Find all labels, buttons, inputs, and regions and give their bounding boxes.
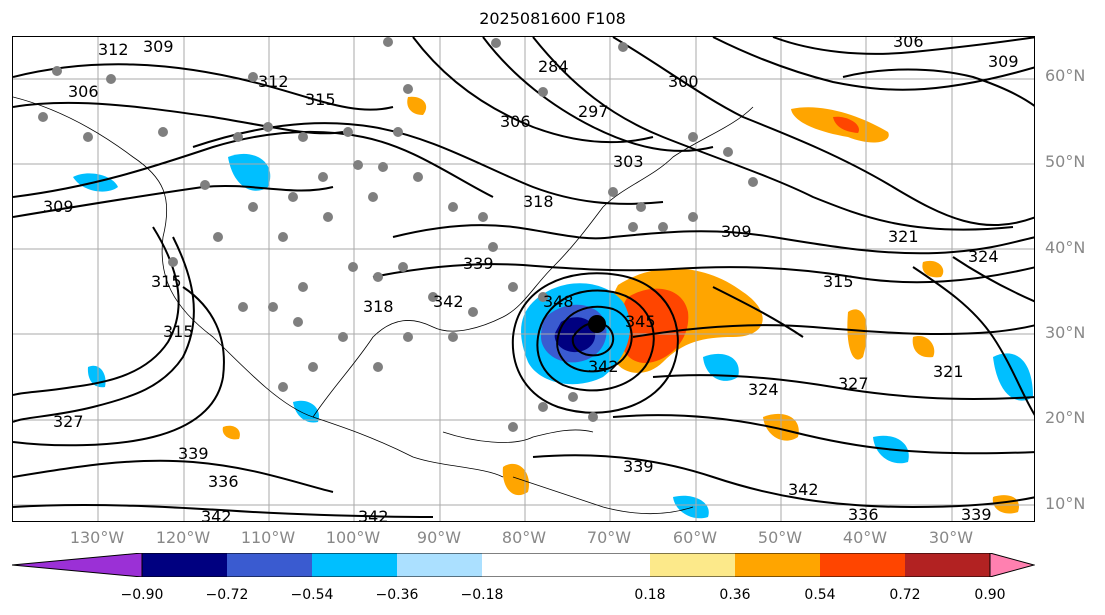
lat-label-10n: 10°N: [1045, 494, 1086, 513]
contour-label: 318: [363, 297, 394, 316]
lat-label-60n: 60°N: [1045, 66, 1086, 85]
contour-label: 309: [988, 52, 1019, 71]
strong-positive-anomaly-area: [620, 288, 689, 363]
contour-label: 312: [258, 72, 289, 91]
lat-label-20n: 20°N: [1045, 408, 1086, 427]
colorbar-segment: [820, 553, 905, 577]
contour-label: 321: [888, 227, 919, 246]
height-contours: [13, 37, 1034, 518]
negative-anomaly-area: [228, 153, 271, 191]
coastlines: [13, 96, 754, 515]
colorbar-segment: [312, 553, 397, 577]
contour-label: 324: [968, 247, 999, 266]
strong-positive-anomaly-area: [833, 116, 859, 133]
contour-label: 309: [721, 222, 752, 241]
contour-label: 297: [578, 102, 609, 121]
lon-label-90w: 90°W: [416, 528, 462, 547]
lat-label-40n: 40°N: [1045, 238, 1086, 257]
colorbar-tick: 0.36: [719, 587, 751, 603]
contour-label: 315: [305, 90, 336, 109]
colorbar-tick: −0.18: [460, 587, 504, 603]
positive-anomaly-area: [922, 260, 944, 278]
contour-label: 306: [500, 112, 531, 131]
positive-anomaly-area: [222, 425, 240, 440]
observation-points: [38, 37, 758, 432]
colorbar-extend-high: [989, 553, 1035, 577]
contour-label: 339: [463, 254, 494, 273]
colorbar-tick: −0.90: [120, 587, 164, 603]
contour-label: 315: [823, 272, 854, 291]
lon-label-60w: 60°W: [672, 528, 718, 547]
lat-label-50n: 50°N: [1045, 152, 1086, 171]
map-title: 2025081600 F108: [479, 9, 626, 28]
contour-label: 284: [538, 57, 569, 76]
contour-label: 345: [625, 312, 656, 331]
weather-map: 312 309 306 312 315 284 300 306 297 306 …: [12, 36, 1035, 522]
contour-label: 300: [668, 72, 699, 91]
contour-label: 336: [208, 472, 239, 491]
contour-label: 324: [748, 380, 779, 399]
lon-label-70w: 70°W: [586, 528, 632, 547]
contour-label: 327: [53, 412, 84, 431]
contour-label: 342: [201, 507, 232, 522]
contour-label: 339: [178, 444, 209, 463]
colorbar-segment: [650, 553, 735, 577]
colorbar-segment: [482, 553, 650, 577]
negative-anomaly-area: [993, 353, 1033, 401]
contour-label: 306: [893, 37, 924, 51]
colorbar-tick: −0.54: [290, 587, 334, 603]
negative-anomaly-area: [293, 400, 319, 423]
map-canvas: 312 309 306 312 315 284 300 306 297 306 …: [13, 37, 1034, 522]
contour-label: 309: [43, 197, 74, 216]
contour-label: 312: [98, 40, 129, 59]
colorbar-segment: [735, 553, 820, 577]
colorbar-tick: 0.54: [804, 587, 836, 603]
lon-label-120w: 120°W: [155, 528, 211, 547]
colorbar-tick: 0.18: [634, 587, 666, 603]
contour-label: 309: [143, 37, 174, 56]
colorbar-segment: [227, 553, 312, 577]
contour-label: 336: [848, 505, 879, 522]
lat-label-30n: 30°N: [1045, 323, 1086, 342]
lon-label-110w: 110°W: [240, 528, 296, 547]
colorbar-extend-low: [12, 553, 143, 577]
lon-label-130w: 130°W: [69, 528, 125, 547]
contour-label: 342: [588, 357, 619, 376]
colorbar-tick: −0.36: [375, 587, 419, 603]
negative-anomaly-area: [703, 353, 739, 381]
contour-label: 339: [623, 457, 654, 476]
contour-label: 315: [151, 272, 182, 291]
contour-label: 321: [933, 362, 964, 381]
lon-label-100w: 100°W: [325, 528, 381, 547]
lon-label-50w: 50°W: [757, 528, 803, 547]
contour-label: 342: [358, 507, 389, 522]
lon-label-80w: 80°W: [501, 528, 547, 547]
contour-label: 315: [163, 322, 194, 341]
positive-anomaly-area: [502, 463, 529, 496]
cyclone-center-marker: [588, 315, 606, 333]
lon-label-40w: 40°W: [842, 528, 888, 547]
contour-label: 342: [788, 480, 819, 499]
contour-label: 339: [961, 505, 992, 522]
colorbar: [12, 553, 1035, 577]
contour-label: 306: [68, 82, 99, 101]
positive-anomaly-area: [407, 96, 427, 115]
contour-labels: 312 309 306 312 315 284 300 306 297 306 …: [43, 37, 1019, 522]
colorbar-tick: −0.72: [205, 587, 249, 603]
colorbar-segment: [142, 553, 227, 577]
colorbar-tick: 0.72: [889, 587, 921, 603]
colorbar-segment: [397, 553, 482, 577]
lon-label-30w: 30°W: [928, 528, 974, 547]
negative-anomaly-area: [673, 495, 709, 519]
contour-label: 318: [523, 192, 554, 211]
contour-label: 342: [433, 292, 464, 311]
positive-anomaly-area: [992, 495, 1019, 514]
colorbar-segment: [905, 553, 990, 577]
contour-label: 327: [838, 374, 869, 393]
contour-label: 303: [613, 152, 644, 171]
contour-label: 348: [543, 292, 574, 311]
positive-anomaly-area: [912, 336, 935, 358]
colorbar-tick: 0.90: [974, 587, 1006, 603]
